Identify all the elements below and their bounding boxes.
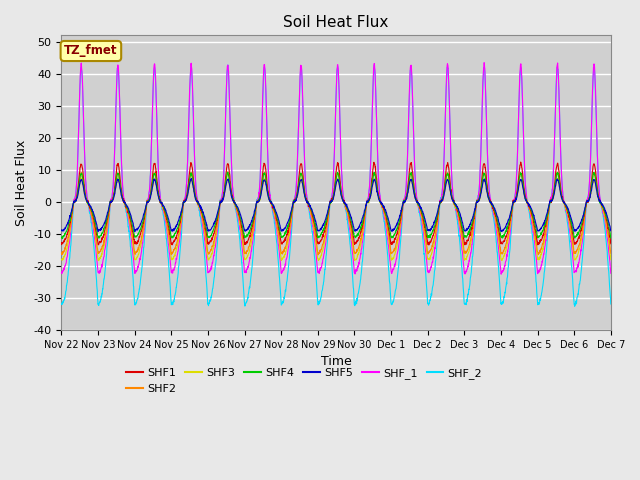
X-axis label: Time: Time	[321, 355, 351, 369]
Legend: SHF1, SHF2, SHF3, SHF4, SHF5, SHF_1, SHF_2: SHF1, SHF2, SHF3, SHF4, SHF5, SHF_1, SHF…	[122, 364, 487, 398]
Y-axis label: Soil Heat Flux: Soil Heat Flux	[15, 140, 28, 226]
Text: TZ_fmet: TZ_fmet	[64, 45, 118, 58]
Title: Soil Heat Flux: Soil Heat Flux	[284, 15, 388, 30]
